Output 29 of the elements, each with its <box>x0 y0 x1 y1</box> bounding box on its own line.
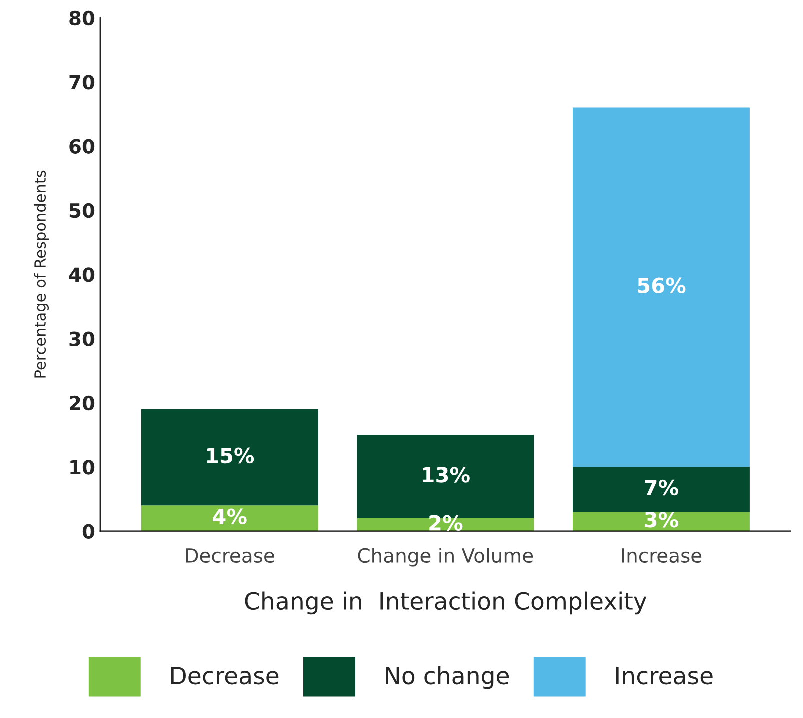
legend-label: Decrease <box>172 667 279 685</box>
y-tick-label: 0 <box>82 524 95 539</box>
y-tick-label: 80 <box>70 10 95 26</box>
bar <box>572 108 750 468</box>
x-axis-title: Change in Interaction Complexity <box>245 592 647 615</box>
bar <box>572 512 750 532</box>
y-tick-label: 40 <box>69 268 95 282</box>
data-label: 4% <box>213 508 247 525</box>
x-tick-label: Change in Volume <box>358 548 534 567</box>
data-label: 2% <box>430 515 463 531</box>
legend-label: No change <box>386 666 510 690</box>
data-label: 13% <box>423 467 470 483</box>
bar <box>141 409 318 506</box>
bar <box>141 506 318 532</box>
y-tick-label: 50 <box>70 203 95 218</box>
y-tick-label: 60 <box>70 139 95 154</box>
legend-label: Increase <box>616 667 713 685</box>
y-axis-title: Percentage of Respondents <box>34 170 50 378</box>
y-tick-label: 30 <box>70 332 95 346</box>
data-label: 7% <box>645 480 678 496</box>
x-tick-label: Increase <box>622 548 702 564</box>
data-label: 15% <box>207 448 254 464</box>
y-tick-label: 20 <box>70 396 95 411</box>
data-label: 56% <box>638 278 686 294</box>
y-tick-label: 10 <box>70 460 95 475</box>
x-tick-label: Decrease <box>186 548 274 564</box>
y-tick-label: 70 <box>70 75 95 90</box>
bar <box>572 467 750 512</box>
data-label: 3% <box>645 512 678 528</box>
